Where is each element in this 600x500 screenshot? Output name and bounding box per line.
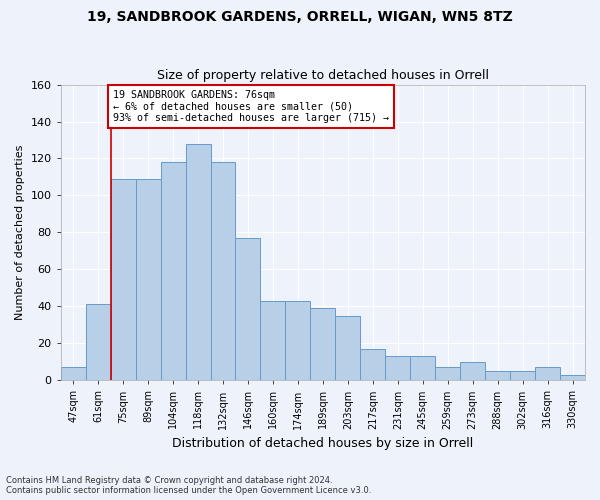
Bar: [485, 371, 510, 380]
Bar: [361, 349, 385, 380]
Bar: [235, 238, 260, 380]
Bar: [286, 301, 310, 380]
Title: Size of property relative to detached houses in Orrell: Size of property relative to detached ho…: [157, 69, 489, 82]
Bar: [211, 162, 235, 380]
Text: Contains HM Land Registry data © Crown copyright and database right 2024.
Contai: Contains HM Land Registry data © Crown c…: [6, 476, 371, 495]
Bar: [86, 304, 110, 380]
Bar: [335, 316, 361, 380]
Bar: [410, 356, 435, 380]
Bar: [310, 308, 335, 380]
Bar: [435, 368, 460, 380]
Bar: [510, 371, 535, 380]
Text: 19 SANDBROOK GARDENS: 76sqm
← 6% of detached houses are smaller (50)
93% of semi: 19 SANDBROOK GARDENS: 76sqm ← 6% of deta…: [113, 90, 389, 124]
Bar: [460, 362, 485, 380]
Bar: [61, 368, 86, 380]
Bar: [161, 162, 185, 380]
Bar: [385, 356, 410, 380]
Bar: [535, 368, 560, 380]
Text: 19, SANDBROOK GARDENS, ORRELL, WIGAN, WN5 8TZ: 19, SANDBROOK GARDENS, ORRELL, WIGAN, WN…: [87, 10, 513, 24]
Bar: [110, 179, 136, 380]
X-axis label: Distribution of detached houses by size in Orrell: Distribution of detached houses by size …: [172, 437, 473, 450]
Bar: [185, 144, 211, 380]
Bar: [560, 374, 585, 380]
Y-axis label: Number of detached properties: Number of detached properties: [15, 144, 25, 320]
Bar: [260, 301, 286, 380]
Bar: [136, 179, 161, 380]
